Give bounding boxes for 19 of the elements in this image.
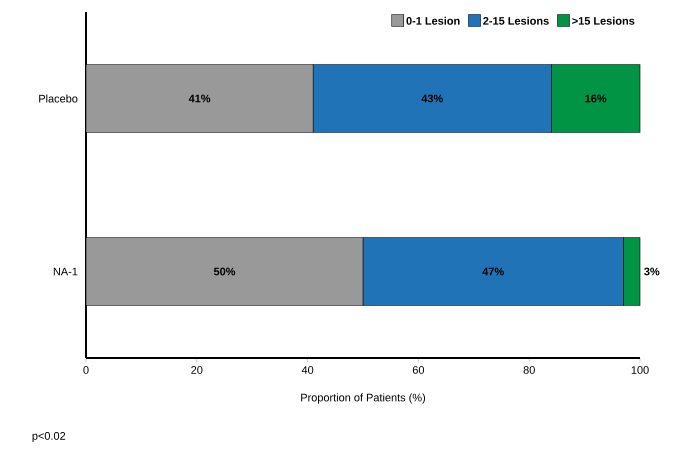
data-label: 43% <box>421 94 443 102</box>
legend-label: 0-1 Lesion <box>406 16 460 25</box>
x-tick-label: 60 <box>412 366 424 374</box>
legend-label: 2-15 Lesions <box>483 16 549 25</box>
data-label: 3% <box>644 268 660 276</box>
y-tick-label: NA-1 <box>54 268 78 276</box>
x-axis-title: Proportion of Patients (%) <box>301 393 426 404</box>
x-tick-label: 20 <box>191 366 202 374</box>
data-label: 50% <box>214 268 236 276</box>
legend-label: >15 Lesions <box>572 16 634 25</box>
data-label: 16% <box>585 94 606 102</box>
data-label: 47% <box>482 268 504 276</box>
data-label: 41% <box>188 94 210 102</box>
y-tick-label: Placebo <box>39 94 78 103</box>
x-tick-label: 40 <box>302 366 314 374</box>
x-tick-label: 100 <box>632 366 649 374</box>
text: p<0.02 <box>32 432 66 442</box>
x-tick-label: 0 <box>83 366 89 374</box>
x-tick-label: 80 <box>524 366 535 374</box>
